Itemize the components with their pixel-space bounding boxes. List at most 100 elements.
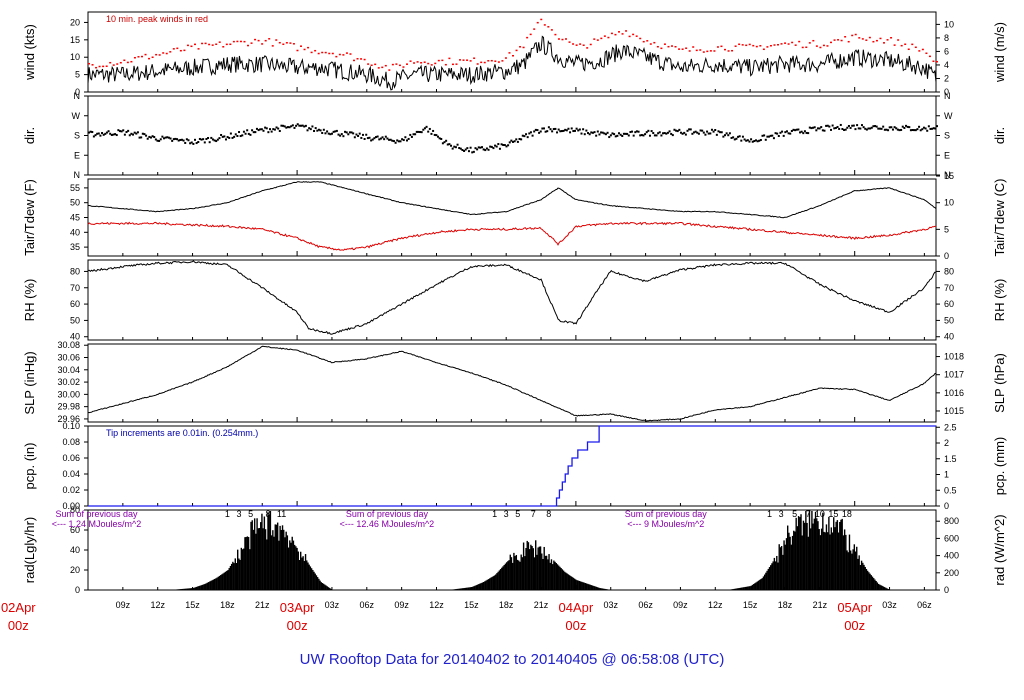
radiation-bar bbox=[251, 520, 253, 590]
direction-point bbox=[454, 146, 457, 149]
direction-point bbox=[830, 128, 832, 131]
radiation-bar bbox=[819, 535, 822, 590]
peak-wind-point bbox=[402, 66, 405, 68]
peak-wind-point bbox=[526, 36, 529, 39]
direction-point bbox=[926, 129, 929, 132]
peak-wind-point bbox=[589, 43, 592, 46]
radiation-bar bbox=[537, 547, 539, 590]
peak-wind-point bbox=[886, 39, 889, 41]
direction-point bbox=[140, 136, 143, 139]
direction-point bbox=[777, 135, 780, 138]
direction-point bbox=[288, 126, 291, 129]
peak-wind-point bbox=[179, 49, 182, 52]
direction-point bbox=[883, 128, 886, 131]
radiation-bar bbox=[778, 544, 780, 590]
y-axis-label-left: SLP (inHg) bbox=[22, 351, 37, 414]
radiation-bar bbox=[596, 587, 599, 590]
peak-wind-point bbox=[268, 38, 271, 40]
direction-point bbox=[526, 136, 529, 139]
peak-wind-point bbox=[98, 65, 101, 68]
radiation-bar bbox=[548, 554, 550, 590]
peak-wind-point bbox=[186, 44, 189, 47]
radiation-bar bbox=[763, 574, 766, 590]
radiation-bar bbox=[330, 588, 332, 590]
peak-wind-point bbox=[769, 44, 772, 47]
peak-wind-point bbox=[119, 61, 122, 64]
radiation-bar bbox=[820, 528, 823, 590]
radiation-bar bbox=[824, 532, 826, 590]
series-wind-direction bbox=[88, 123, 938, 154]
direction-point bbox=[277, 127, 280, 130]
direction-point bbox=[867, 127, 870, 130]
radiation-bar bbox=[257, 528, 259, 590]
radiation-bar bbox=[544, 555, 547, 590]
radiation-bar bbox=[232, 561, 234, 590]
radiation-bar bbox=[222, 573, 224, 590]
peak-wind-point bbox=[356, 58, 359, 60]
direction-point bbox=[750, 138, 753, 141]
radiation-bar bbox=[209, 581, 211, 590]
peak-wind-point bbox=[635, 35, 638, 37]
direction-point bbox=[670, 132, 673, 135]
direction-point bbox=[94, 134, 97, 137]
direction-point bbox=[319, 129, 322, 132]
radiation-bar bbox=[554, 561, 556, 590]
radiation-bar bbox=[291, 536, 293, 590]
peak-wind-point bbox=[646, 40, 649, 42]
direction-point bbox=[122, 129, 125, 132]
radiation-bar bbox=[268, 514, 270, 590]
direction-point bbox=[601, 131, 604, 134]
x-tick-label: 15z bbox=[464, 600, 479, 610]
peak-wind-point bbox=[476, 63, 479, 65]
peak-wind-point bbox=[480, 61, 483, 64]
y-tick-label: 5 bbox=[75, 70, 80, 80]
direction-point bbox=[220, 133, 223, 136]
direction-point bbox=[300, 124, 302, 127]
direction-point bbox=[781, 130, 784, 133]
radiation-bar bbox=[307, 562, 309, 590]
x-tick-label: 06z bbox=[360, 600, 375, 610]
peak-wind-point bbox=[444, 63, 447, 66]
direction-point bbox=[764, 138, 767, 141]
direction-point bbox=[378, 138, 381, 141]
radiation-bar bbox=[457, 588, 459, 590]
radiation-bar bbox=[751, 584, 754, 590]
radiation-bar bbox=[822, 512, 824, 590]
peak-wind-point bbox=[222, 46, 225, 48]
direction-point bbox=[502, 144, 505, 147]
direction-point bbox=[547, 126, 550, 129]
peak-wind-point bbox=[812, 39, 815, 42]
radiation-bar bbox=[262, 528, 264, 590]
direction-point bbox=[226, 136, 229, 139]
radiation-bar bbox=[865, 569, 868, 590]
direction-point bbox=[118, 130, 121, 133]
radiation-bar bbox=[578, 580, 581, 590]
direction-point bbox=[453, 145, 456, 148]
radiation-bar bbox=[176, 589, 178, 590]
direction-point bbox=[587, 132, 590, 135]
direction-point bbox=[296, 123, 299, 126]
x-tick-label: 21z bbox=[534, 600, 549, 610]
direction-point bbox=[221, 135, 224, 138]
radiation-bar bbox=[188, 588, 190, 590]
direction-point bbox=[803, 130, 806, 133]
peak-wind-point bbox=[176, 47, 179, 50]
y-tick-label-right: 2.5 bbox=[944, 422, 957, 432]
radiation-bar bbox=[823, 531, 825, 590]
direction-point bbox=[743, 138, 746, 141]
direction-point bbox=[141, 132, 144, 135]
radiation-bar bbox=[576, 580, 578, 590]
y-tick-label-right: W bbox=[944, 111, 953, 121]
radiation-bar bbox=[216, 577, 218, 590]
direction-point bbox=[249, 133, 252, 136]
direction-point bbox=[438, 137, 441, 140]
direction-point bbox=[766, 135, 769, 138]
direction-point bbox=[761, 134, 764, 137]
y-tick-label-right: 0.5 bbox=[944, 485, 957, 495]
direction-point bbox=[816, 127, 819, 130]
peak-wind-point bbox=[303, 48, 306, 51]
radiation-bar bbox=[459, 588, 462, 590]
direction-point bbox=[792, 128, 795, 131]
direction-point bbox=[890, 126, 893, 129]
direction-point bbox=[779, 131, 782, 134]
